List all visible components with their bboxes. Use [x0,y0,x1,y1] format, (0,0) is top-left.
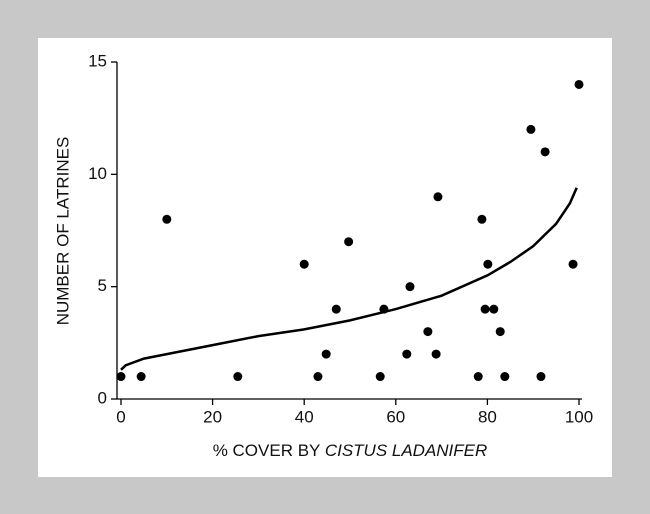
point [379,304,389,314]
point [536,372,546,382]
y-tick-label: 10 [88,164,107,183]
fit-curve [120,187,578,371]
x-tick-label: 100 [565,407,593,426]
y-axis-label: NUMBER OF LATRINES [53,137,72,326]
point [313,372,323,382]
point [480,304,490,314]
x-axis-label: % COVER BY CISTUS LADANIFER [213,441,488,460]
x-axis-label-part: % COVER BY [213,441,320,460]
point [526,124,536,134]
x-tick-label: 20 [203,407,222,426]
x-tick-label: 60 [386,407,405,426]
point [473,372,483,382]
point [405,282,415,292]
point [162,214,172,224]
point [495,327,505,337]
point [321,349,331,359]
point [574,79,584,89]
x-tick-label: 80 [478,407,497,426]
point [402,349,412,359]
point [344,237,354,247]
point [433,192,443,202]
point [375,372,385,382]
point [331,304,341,314]
y-tick-label: 0 [98,388,107,407]
y-tick-label: 15 [88,51,107,70]
point [568,259,578,269]
point [483,259,493,269]
point [500,372,510,382]
x-tick-label: 0 [116,407,125,426]
point [116,372,126,382]
point [431,349,441,359]
point [477,214,487,224]
y-tick-label: 5 [98,276,107,295]
point [489,304,499,314]
point [136,372,146,382]
x-axis-label-part: CISTUS LADANIFER [325,441,487,460]
x-tick-label: 40 [295,407,314,426]
point [423,327,433,337]
point [233,372,243,382]
point [540,147,550,157]
point [299,259,309,269]
